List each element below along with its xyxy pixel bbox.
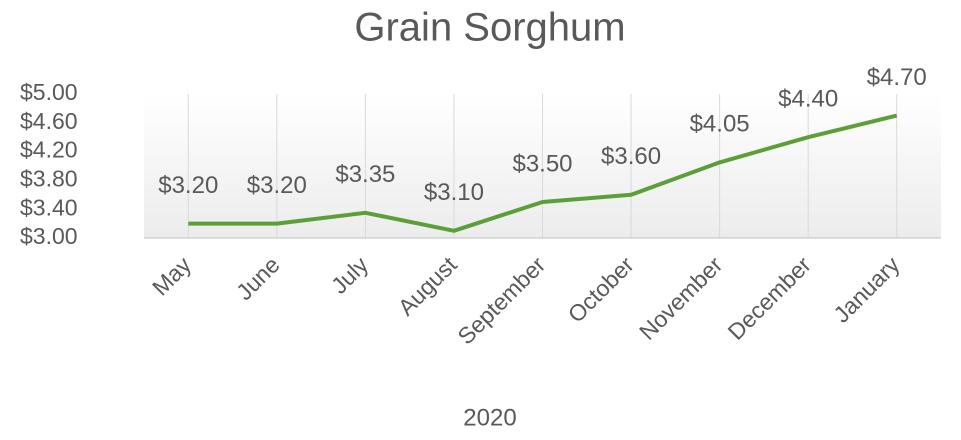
x-tick-label: June [231, 251, 285, 305]
line [188, 113, 898, 233]
data-label: $3.35 [335, 161, 395, 188]
x-tick-label: November [634, 251, 728, 345]
chart-title: Grain Sorghum [354, 6, 625, 50]
y-tick-label: $3.80 [20, 165, 78, 191]
x-axis-title: 2020 [463, 404, 516, 431]
x-tick-label: October [563, 251, 639, 327]
data-label: $3.60 [601, 143, 661, 170]
y-tick-label: $3.00 [20, 223, 78, 249]
data-label: $3.20 [158, 172, 218, 199]
data-label: $4.70 [867, 64, 927, 91]
y-tick-label: $4.20 [20, 137, 78, 163]
x-tick-label: December [723, 251, 817, 345]
x-tick-label: September [452, 251, 550, 349]
y-tick-label: $4.60 [20, 108, 78, 134]
x-tick-label: January [828, 251, 905, 328]
x-tick-label: August [393, 251, 462, 320]
data-label: $4.05 [690, 111, 750, 138]
x-tick-label: July [326, 251, 374, 299]
data-label: $4.40 [778, 86, 838, 113]
data-label: $3.50 [512, 150, 572, 177]
data-label: $3.10 [424, 179, 484, 206]
y-tick-label: $3.40 [20, 194, 78, 220]
data-label: $3.20 [247, 172, 307, 199]
x-tick-label: May [147, 251, 196, 300]
y-tick-label: $5.00 [20, 79, 78, 105]
